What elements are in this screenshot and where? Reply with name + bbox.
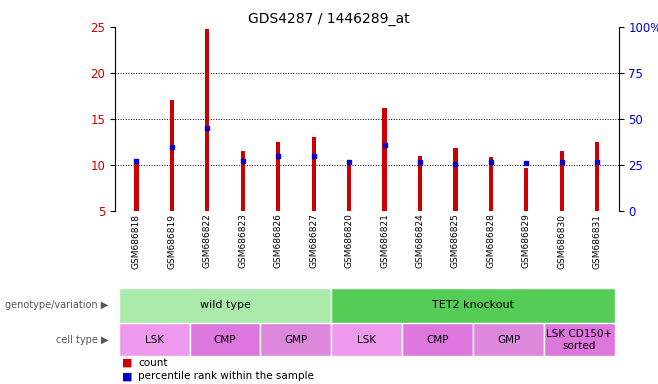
Text: GSM686823: GSM686823 (238, 214, 247, 268)
Bar (402, 323, 473, 356)
Text: percentile rank within the sample: percentile rank within the sample (138, 371, 314, 381)
Bar (276, 142, 280, 211)
Text: GSM686819: GSM686819 (167, 214, 176, 268)
Text: LSK: LSK (357, 335, 376, 345)
Text: CMP: CMP (214, 335, 236, 345)
Text: GMP: GMP (284, 335, 307, 345)
Text: TET2 knockout: TET2 knockout (432, 300, 514, 310)
Text: GSM686831: GSM686831 (593, 214, 602, 268)
Text: ■: ■ (122, 371, 132, 381)
Text: genotype/variation ▶: genotype/variation ▶ (5, 300, 109, 310)
Bar (261, 323, 332, 356)
Text: wild type: wild type (199, 300, 251, 310)
Bar (134, 160, 139, 211)
Text: count: count (138, 358, 168, 368)
Text: GMP: GMP (497, 335, 520, 345)
Text: CMP: CMP (426, 335, 449, 345)
Text: GSM686828: GSM686828 (486, 214, 495, 268)
Text: GSM686821: GSM686821 (380, 214, 389, 268)
Bar (382, 108, 387, 211)
Text: GSM686820: GSM686820 (345, 214, 353, 268)
Bar (205, 29, 209, 211)
Bar (332, 288, 615, 323)
Text: GDS4287 / 1446289_at: GDS4287 / 1446289_at (248, 12, 410, 25)
Bar (190, 323, 261, 356)
Bar (595, 142, 599, 211)
Text: GSM686829: GSM686829 (522, 214, 531, 268)
Text: LSK: LSK (145, 335, 164, 345)
Text: cell type ▶: cell type ▶ (56, 335, 109, 345)
Text: GSM686826: GSM686826 (274, 214, 283, 268)
Bar (453, 147, 457, 211)
Bar (118, 323, 190, 356)
Bar (473, 323, 544, 356)
Bar (560, 151, 564, 211)
Bar (544, 323, 615, 356)
Text: GSM686825: GSM686825 (451, 214, 460, 268)
Text: ■: ■ (122, 358, 132, 368)
Bar (332, 323, 402, 356)
Bar (170, 100, 174, 211)
Text: GSM686830: GSM686830 (557, 214, 567, 268)
Text: LSK CD150+
sorted: LSK CD150+ sorted (546, 329, 613, 351)
Text: GSM686827: GSM686827 (309, 214, 318, 268)
Text: GSM686824: GSM686824 (415, 214, 424, 268)
Bar (311, 137, 316, 211)
Bar (347, 161, 351, 211)
Text: GSM686818: GSM686818 (132, 214, 141, 268)
Bar (418, 156, 422, 211)
Bar (118, 288, 332, 323)
Bar (489, 157, 493, 211)
Bar (524, 168, 528, 211)
Text: GSM686822: GSM686822 (203, 214, 212, 268)
Bar (241, 151, 245, 211)
